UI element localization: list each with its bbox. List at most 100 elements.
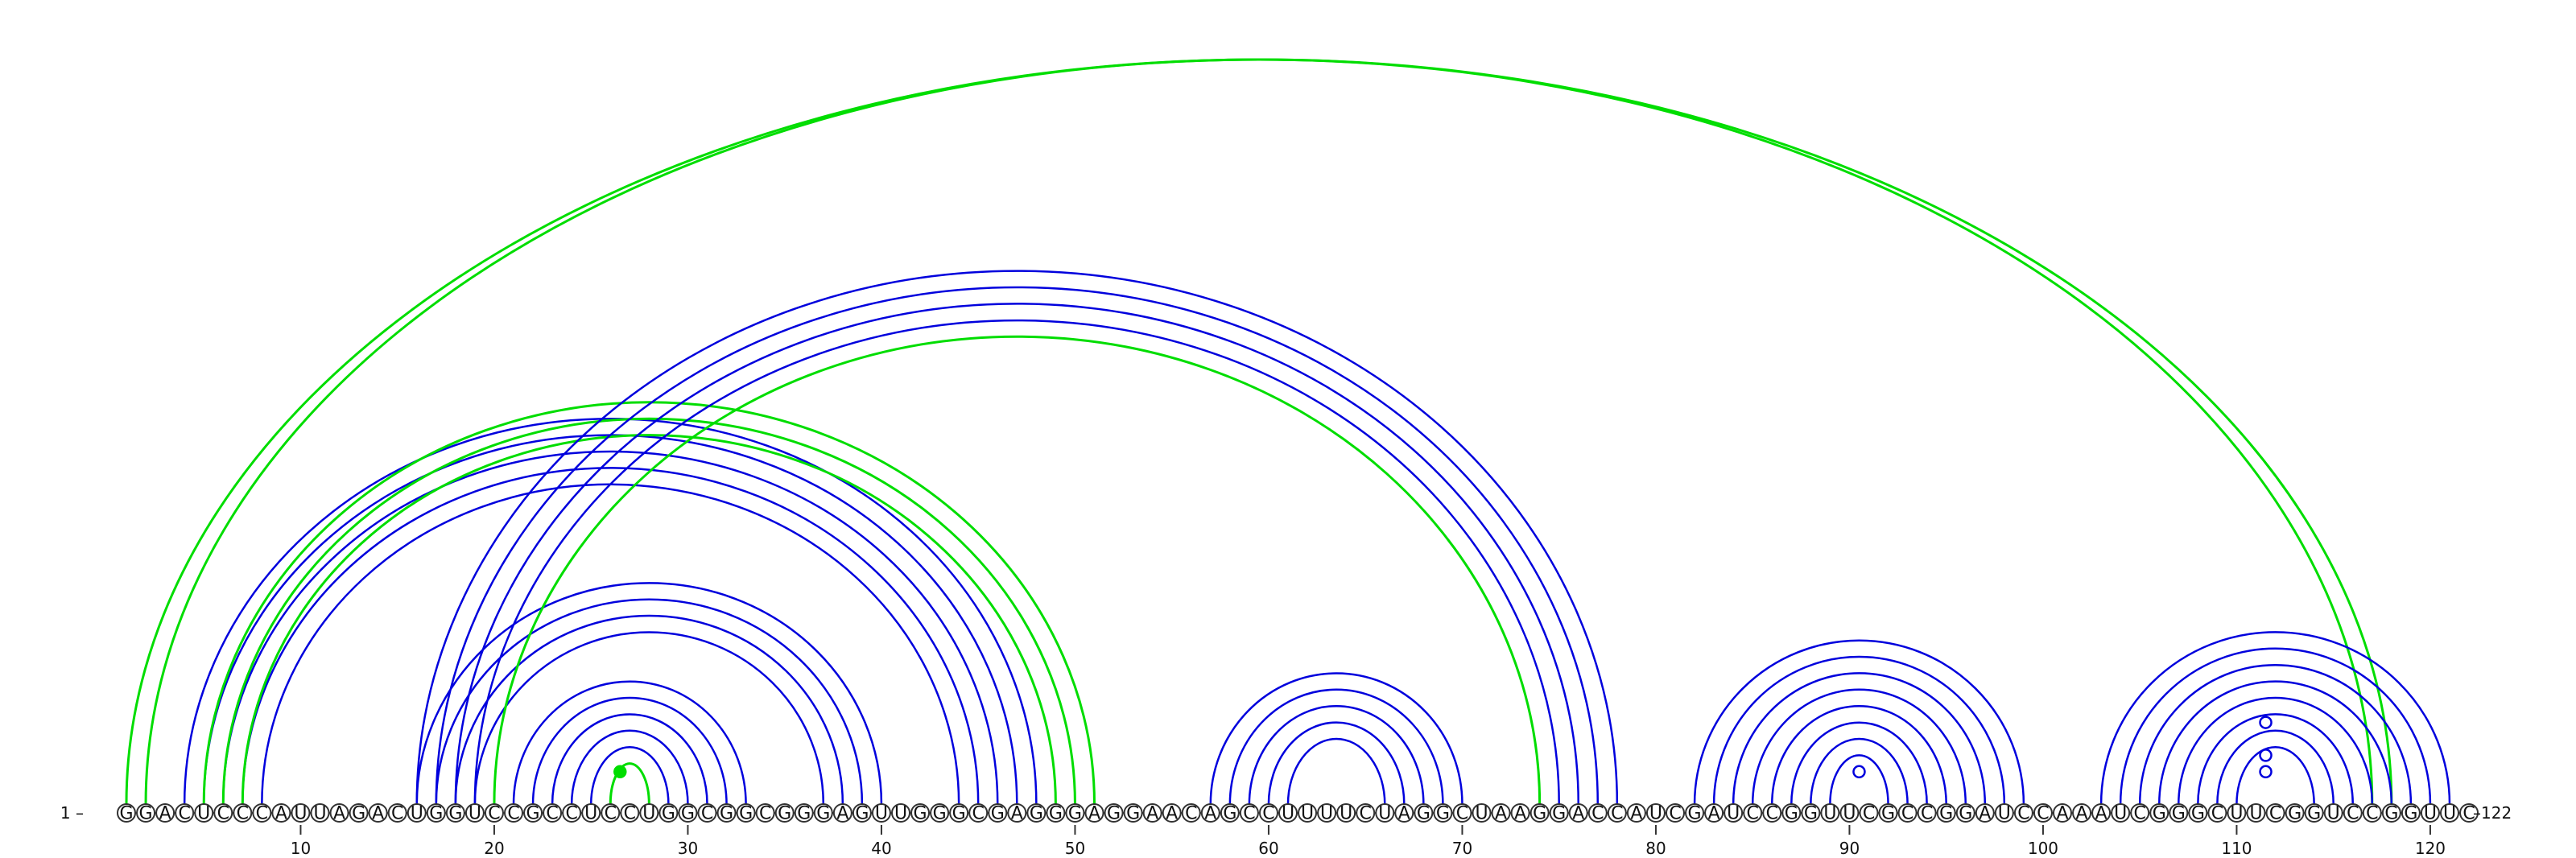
arc-blue-103-121 <box>2099 631 2451 805</box>
arc-blue-106-118 <box>2158 680 2393 805</box>
nucleotide: A <box>368 803 388 824</box>
nucleotide-circle <box>1975 803 1995 823</box>
arc-blue-86-95 <box>1771 704 1947 805</box>
nucleotide-circle <box>2323 803 2343 823</box>
nucleotide: C <box>252 803 272 824</box>
nucleotide-circle <box>1026 803 1046 823</box>
nucleotide-letter: G <box>2288 804 2301 824</box>
nucleotide-circle <box>620 803 640 823</box>
nucleotide-letter: C <box>1669 804 1681 824</box>
nucleotide: C <box>2459 803 2479 824</box>
nucleotide-circle <box>1607 803 1627 823</box>
nucleotide-circle <box>581 803 601 823</box>
nucleotide-letter: C <box>2269 804 2281 824</box>
nucleotide: G <box>1220 803 1240 824</box>
nucleotide-circle <box>1955 803 1975 823</box>
nucleotide-circle <box>484 803 504 823</box>
nucleotide-letter: G <box>1417 804 1430 824</box>
arc-blue-18-76 <box>454 303 1579 805</box>
markers-layer <box>613 716 2273 779</box>
nucleotide-letter: G <box>119 804 133 824</box>
nucleotide-letter: G <box>2191 804 2205 824</box>
nucleotide: A <box>1162 803 1182 824</box>
nucleotide-circle <box>1258 803 1278 823</box>
arcs-layer <box>126 60 2451 805</box>
nucleotide: G <box>774 803 795 824</box>
nucleotide-letter: C <box>391 804 403 824</box>
arc-blue-59-68 <box>1248 704 1425 805</box>
nucleotide-circle <box>2227 803 2247 823</box>
nucleotide-circle <box>1123 803 1143 823</box>
nucleotide-letter: C <box>1185 804 1197 824</box>
nucleotide-circle <box>1530 803 1550 823</box>
nucleotide-circle <box>2188 803 2208 823</box>
nucleotide-letter: C <box>701 804 713 824</box>
nucleotide-letter: U <box>1282 804 1294 824</box>
nucleotide: C <box>1917 803 1937 824</box>
nucleotide-letter: C <box>488 804 500 824</box>
nucleotide: C <box>1452 803 1472 824</box>
nucleotide-circle <box>523 803 543 823</box>
nucleotide: C <box>1181 803 1201 824</box>
arc-blue-18-38 <box>454 614 844 805</box>
nucleotide: G <box>813 803 833 824</box>
nucleotide-circle <box>2169 803 2189 823</box>
nucleotide-circle <box>716 803 737 823</box>
nucleotide: U <box>1298 803 1318 824</box>
nucleotide: A <box>1007 803 1027 824</box>
nucleotide-circle <box>1239 803 1259 823</box>
nucleotide-circle <box>949 803 969 823</box>
nucleotide-circle <box>988 803 1008 823</box>
nucleotide-letter: U <box>1727 804 1740 824</box>
nucleotide: U <box>2246 803 2266 824</box>
nucleotide: G <box>1414 803 1434 824</box>
nucleotide-circle <box>1801 803 1821 823</box>
nucleotide-circle <box>871 803 891 823</box>
nucleotide: U <box>639 803 659 824</box>
arc-marker <box>1852 765 1866 779</box>
nucleotide: C <box>2130 803 2150 824</box>
nucleotide-letter: A <box>1398 804 1410 824</box>
nucleotide-circle <box>1317 803 1337 823</box>
nucleotide-circle <box>1743 803 1763 823</box>
arc-blue-60-67 <box>1267 721 1406 805</box>
nucleotide-letter: U <box>1475 804 1488 824</box>
nucleotide-letter: U <box>894 804 907 824</box>
nucleotide: C <box>1239 803 1259 824</box>
nucleotide: C <box>2343 803 2363 824</box>
nucleotide-circle <box>2362 803 2382 823</box>
nucleotide-letter: C <box>565 804 577 824</box>
nucleotide-letter: G <box>778 804 791 824</box>
nucleotide-letter: U <box>2249 804 2262 824</box>
nucleotide: G <box>736 803 756 824</box>
axis-tick-label: 80 <box>1645 839 1666 858</box>
nucleotide-circle <box>1298 803 1318 823</box>
nucleotide: C <box>543 803 563 824</box>
nucleotide: C <box>484 803 504 824</box>
nucleotide: G <box>349 803 369 824</box>
nucleotide-circle <box>1839 803 1860 823</box>
nucleotide-letter: G <box>1804 804 1818 824</box>
nucleotide-letter: U <box>1378 804 1391 824</box>
nucleotide-circle <box>1820 803 1840 823</box>
nucleotide-letter: U <box>1320 804 1333 824</box>
arc-green-6-50 <box>221 417 1076 805</box>
nucleotide-circle <box>387 803 407 823</box>
nucleotide-circle <box>2420 803 2440 823</box>
nucleotide-circle <box>1084 803 1104 823</box>
nucleotide: A <box>1491 803 1511 824</box>
nucleotide-circle <box>1162 803 1182 823</box>
arc-green-20-74 <box>493 335 1542 805</box>
nucleotide-letter: G <box>1959 804 1972 824</box>
nucleotide-letter: C <box>2462 804 2475 824</box>
nucleotide: G <box>716 803 737 824</box>
arc-marker <box>2259 716 2273 729</box>
arc-marker <box>613 765 627 779</box>
nucleotide: A <box>1510 803 1530 824</box>
nucleotide-circle <box>349 803 369 823</box>
nucleotide-circle <box>1781 803 1802 823</box>
nucleotide: G <box>1878 803 1898 824</box>
nucleotide: G <box>678 803 698 824</box>
nucleotide-circle <box>562 803 582 823</box>
